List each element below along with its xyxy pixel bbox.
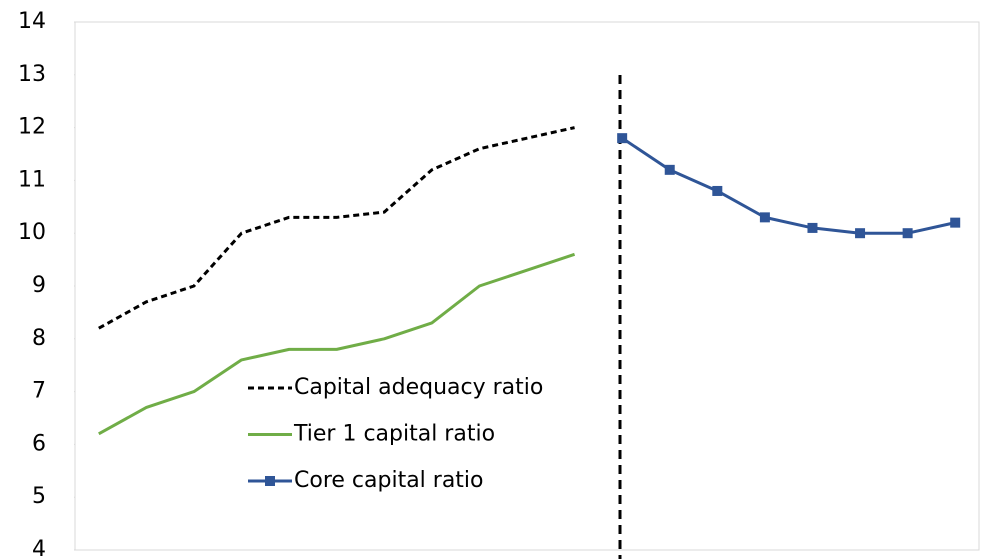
point-marker [664, 164, 675, 175]
y-tick-label: 12 [18, 115, 46, 140]
y-tick-label: 13 [18, 62, 46, 87]
y-tick-label: 8 [32, 326, 46, 351]
y-tick-label: 6 [32, 431, 46, 456]
series-line [621, 136, 956, 235]
legend-label: Capital adequacy ratio [294, 375, 543, 400]
plot-border [74, 21, 980, 551]
point-marker [855, 228, 866, 239]
point-marker [902, 228, 913, 239]
point-marker [807, 222, 818, 233]
legend-label: Tier 1 capital ratio [293, 422, 495, 447]
series-line [98, 252, 576, 436]
y-tick-label: 11 [18, 167, 46, 192]
legend-marker [265, 476, 275, 486]
y-tick-label: 9 [32, 273, 46, 298]
point-marker [950, 217, 961, 228]
y-tick-label: 4 [32, 537, 46, 559]
point-marker [759, 212, 770, 223]
y-tick-label: 14 [18, 9, 46, 34]
point-marker [617, 133, 628, 144]
y-tick-label: 5 [32, 484, 46, 509]
y-tick-label: 10 [18, 220, 46, 245]
legend-label: Core capital ratio [294, 468, 484, 493]
y-tick-label: 7 [32, 379, 46, 404]
series-line [98, 126, 575, 330]
point-marker [712, 185, 723, 196]
